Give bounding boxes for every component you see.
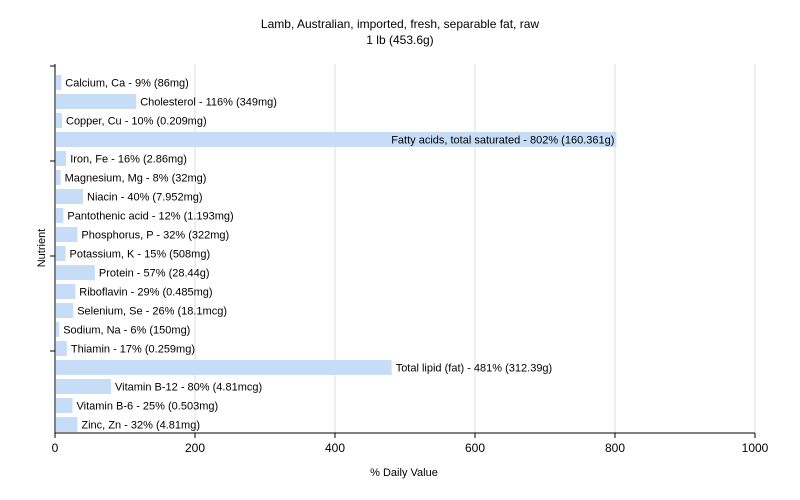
- bar: [56, 322, 60, 337]
- x-axis-title: % Daily Value: [370, 467, 438, 479]
- bar-label: Zinc, Zn - 32% (4.81mg): [81, 420, 200, 432]
- bar-label: Thiamin - 17% (0.259mg): [71, 344, 195, 356]
- bar: [56, 132, 617, 147]
- bar-label: Protein - 57% (28.44g): [99, 268, 210, 280]
- bar-label: Vitamin B-12 - 80% (4.81mcg): [115, 382, 262, 394]
- bar: [56, 417, 78, 432]
- chart-subtitle: 1 lb (453.6g): [366, 33, 433, 47]
- bar: [56, 208, 64, 223]
- x-tick-label: 800: [605, 441, 625, 455]
- bar: [56, 284, 76, 299]
- bar: [56, 227, 78, 242]
- bar: [56, 360, 392, 375]
- bar: [56, 151, 67, 166]
- bar: [56, 246, 66, 261]
- bar-label: Potassium, K - 15% (508mg): [70, 249, 211, 261]
- bar-label: Calcium, Ca - 9% (86mg): [65, 78, 188, 90]
- bar: [56, 341, 67, 356]
- bar: [56, 379, 111, 394]
- x-tick-label: 0: [52, 441, 59, 455]
- bar: [56, 303, 74, 318]
- bar-label: Fatty acids, total saturated - 802% (160…: [391, 135, 614, 147]
- bar-label: Cholesterol - 116% (349mg): [140, 97, 277, 109]
- plot-area: 0 200 400 600 800 1000 Calcium, Ca - 9% (86mg)…: [50, 64, 769, 455]
- bar-label: Sodium, Na - 6% (150mg): [63, 325, 190, 337]
- x-tick-label: 600: [465, 441, 485, 455]
- bar-label: Magnesium, Mg - 8% (32mg): [65, 173, 207, 185]
- chart-title: Lamb, Australian, imported, fresh, separ…: [261, 17, 539, 31]
- bar: [56, 170, 61, 185]
- x-tick-label: 200: [185, 441, 205, 455]
- bar-label: Niacin - 40% (7.952mg): [87, 192, 203, 204]
- bar-label: Selenium, Se - 26% (18.1mcg): [77, 306, 227, 318]
- bar-label: Iron, Fe - 16% (2.86mg): [70, 154, 187, 166]
- bar: [56, 113, 62, 128]
- bar: [56, 189, 83, 204]
- x-tick-label: 400: [325, 441, 345, 455]
- bar-label: Vitamin B-6 - 25% (0.503mg): [77, 401, 219, 413]
- bar-label: Riboflavin - 29% (0.485mg): [79, 287, 212, 299]
- bar-label: Phosphorus, P - 32% (322mg): [81, 230, 229, 242]
- bar-label: Total lipid (fat) - 481% (312.39g): [396, 363, 553, 375]
- bar: [56, 398, 73, 413]
- x-tick-label: 1000: [742, 441, 769, 455]
- y-axis-title: Nutrient: [36, 229, 48, 268]
- bar: [56, 75, 62, 90]
- bar: [56, 94, 137, 109]
- bar-label: Copper, Cu - 10% (0.209mg): [66, 116, 207, 128]
- bar-label: Pantothenic acid - 12% (1.193mg): [67, 211, 233, 223]
- bar: [56, 265, 95, 280]
